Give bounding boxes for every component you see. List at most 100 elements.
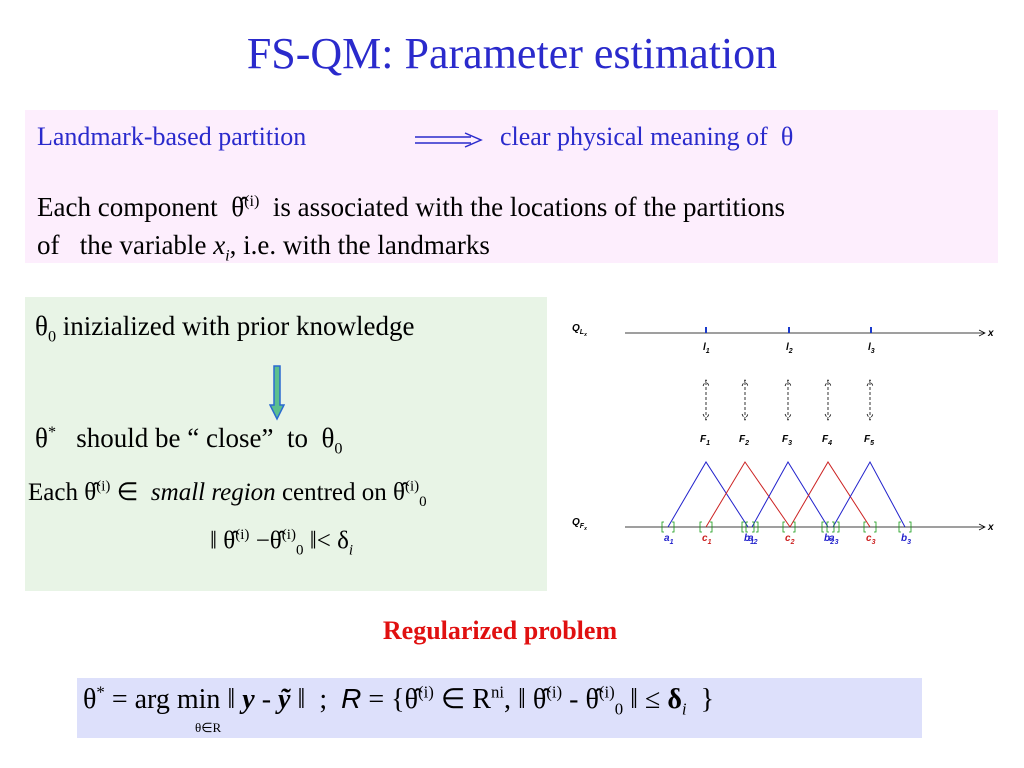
label-sub: 1 [706, 440, 710, 447]
label-main: F [782, 434, 789, 445]
label-sub: 2 [753, 539, 758, 546]
label-sub: 3 [788, 440, 792, 447]
symbol: R [341, 683, 362, 714]
symbol: } [700, 684, 715, 715]
text: , i.e. with the landmarks [229, 230, 490, 260]
label: b2 [824, 533, 834, 546]
label-main: l [703, 342, 706, 353]
label-main: Q [572, 517, 580, 528]
label: F4 [822, 434, 832, 447]
symbol: − [255, 527, 270, 555]
symbol: θ [83, 684, 97, 715]
sup: (i) [235, 527, 250, 543]
text: = arg min ‖ [111, 684, 236, 715]
symbol: θ̂ [585, 684, 599, 715]
arrow [269, 365, 285, 421]
label-sub: 3 [907, 539, 911, 546]
paragraph: Each component θ̂(i) is associated with … [37, 182, 785, 274]
label: b1 [744, 533, 754, 546]
label: l2 [786, 342, 793, 355]
symbol: δ [337, 527, 349, 555]
text: clear physical meaning of [500, 122, 768, 151]
label-main: F [700, 434, 707, 445]
sup: ni [490, 682, 504, 702]
axis-end: x [987, 328, 994, 339]
symbol: θ̂ [532, 684, 547, 715]
sup: (i) [418, 682, 434, 702]
sup: (i) [96, 478, 111, 495]
formula-under: θ∈R [195, 720, 222, 735]
line: θ* should be “ close” to θ0 [35, 423, 343, 458]
sub: 0 [614, 699, 624, 719]
symbol: ∈ [116, 479, 139, 506]
symbol: δ [667, 684, 682, 715]
arrow [702, 379, 710, 421]
formula-box: θ* = arg min ‖ y - ỹ ‖ ; R = {θ̂(i) ∈ Rn… [77, 678, 922, 738]
text: ‖ ; [297, 684, 328, 715]
label: c1 [702, 533, 712, 546]
label: F1 [700, 434, 710, 447]
label-sub: 1 [670, 539, 674, 546]
label-main: a [664, 533, 670, 544]
sub: 0 [47, 327, 57, 346]
line: θ0 inizialized with prior knowledge [35, 311, 414, 346]
text: = { [368, 684, 405, 715]
symbol: - [261, 684, 272, 715]
arrow [784, 379, 792, 421]
label-main: F [739, 434, 746, 445]
arrow [866, 379, 874, 421]
label-sub: 2 [790, 539, 795, 546]
symbol: θ̂ [269, 527, 282, 555]
membership [751, 461, 829, 528]
label-sub: 2 [788, 348, 793, 355]
text: of the variable [37, 230, 207, 260]
formula: θ* = arg min ‖ y - ỹ ‖ ; R = {θ̂(i) ∈ Rn… [83, 682, 714, 720]
symbol: θ̂ [404, 684, 419, 715]
label-main: c [785, 533, 791, 544]
symbol: y [242, 684, 255, 715]
label-main: c [866, 533, 872, 544]
symbol: ‖ [210, 527, 218, 555]
label-sub: 5 [870, 440, 874, 447]
label: a2 [748, 533, 758, 546]
label-sub: 4 [827, 440, 832, 447]
bracket-mark [863, 521, 877, 533]
bracket-mark [782, 521, 796, 533]
sub: i [681, 699, 687, 719]
text: is associated with the locations of the … [272, 192, 786, 222]
symbol: ỹ [278, 684, 291, 715]
text: clear physical meaning of θ [500, 122, 793, 152]
box-partition: Landmark-based partition clear physical … [25, 110, 998, 264]
text: Each component [37, 192, 218, 222]
bracket-mark [741, 521, 755, 533]
sup: (i) [546, 682, 563, 702]
sub: 0 [334, 439, 343, 458]
label: F5 [864, 434, 874, 447]
text: ∈ R [440, 684, 491, 715]
symbol: θ [321, 423, 335, 453]
symbol: θ̂ [223, 527, 236, 555]
box-init: θ0 inizialized with prior knowledge θ* s… [25, 297, 547, 591]
label: b3 [901, 533, 911, 546]
text: centred on [281, 479, 387, 506]
label-main: b [824, 533, 830, 544]
label-main: l [786, 342, 789, 353]
text: small region [150, 479, 276, 506]
symbol: θ [35, 311, 48, 341]
bracket-mark [745, 521, 759, 533]
label: a3 [829, 533, 839, 546]
axis [625, 523, 986, 531]
symbol: θ̂ [84, 479, 97, 506]
bracket-mark [898, 521, 912, 533]
line: Each θ̂(i) ∈ small region centred on θ̂(… [28, 477, 427, 511]
sup: (i) [404, 478, 420, 495]
label-sub: 3 [871, 348, 875, 355]
subtitle: Regularized problem [382, 616, 618, 645]
axis [625, 329, 986, 337]
label-sub: x [583, 526, 587, 532]
label: F2 [739, 434, 749, 447]
arrow [741, 379, 749, 421]
bracket-mark [821, 521, 835, 533]
label-main: l [868, 342, 871, 353]
